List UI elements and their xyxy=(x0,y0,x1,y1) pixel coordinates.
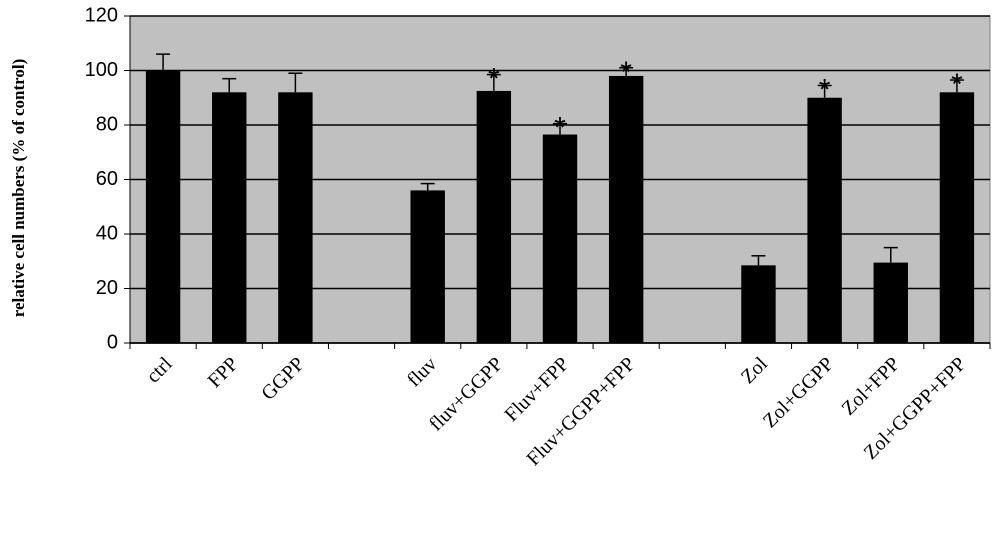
y-tick-label: 20 xyxy=(96,277,118,299)
significance-marker: * xyxy=(951,68,963,101)
y-tick-label: 0 xyxy=(107,331,118,353)
bar xyxy=(410,190,445,343)
x-tick-label: Zol+GGPP xyxy=(759,353,838,432)
x-tick-label: Zol xyxy=(737,353,773,389)
x-tick-label: Zol+FPP xyxy=(838,353,905,420)
bar xyxy=(873,262,908,343)
significance-marker: * xyxy=(488,63,500,96)
bar xyxy=(476,90,512,343)
significance-marker: * xyxy=(819,73,831,106)
y-tick-label: 100 xyxy=(85,59,118,81)
bar xyxy=(278,92,313,343)
x-tick-label: fluv xyxy=(403,353,441,391)
x-tick-label: GGPP xyxy=(257,353,309,405)
bar xyxy=(145,70,181,343)
bar xyxy=(807,97,842,343)
bar xyxy=(212,92,247,343)
significance-marker: * xyxy=(554,112,566,145)
y-tick-label: 60 xyxy=(96,168,118,190)
y-axis-label: relative cell numbers (% of control) xyxy=(9,59,28,318)
bar xyxy=(939,92,975,343)
bar xyxy=(542,134,578,343)
bar xyxy=(608,75,644,343)
y-tick-label: 40 xyxy=(96,222,118,244)
x-tick-label: ctrl xyxy=(142,353,177,388)
x-tick-label: FPP xyxy=(204,353,243,392)
bar xyxy=(741,265,776,343)
y-tick-label: 120 xyxy=(85,4,118,26)
y-tick-label: 80 xyxy=(96,113,118,135)
significance-marker: * xyxy=(620,56,632,89)
